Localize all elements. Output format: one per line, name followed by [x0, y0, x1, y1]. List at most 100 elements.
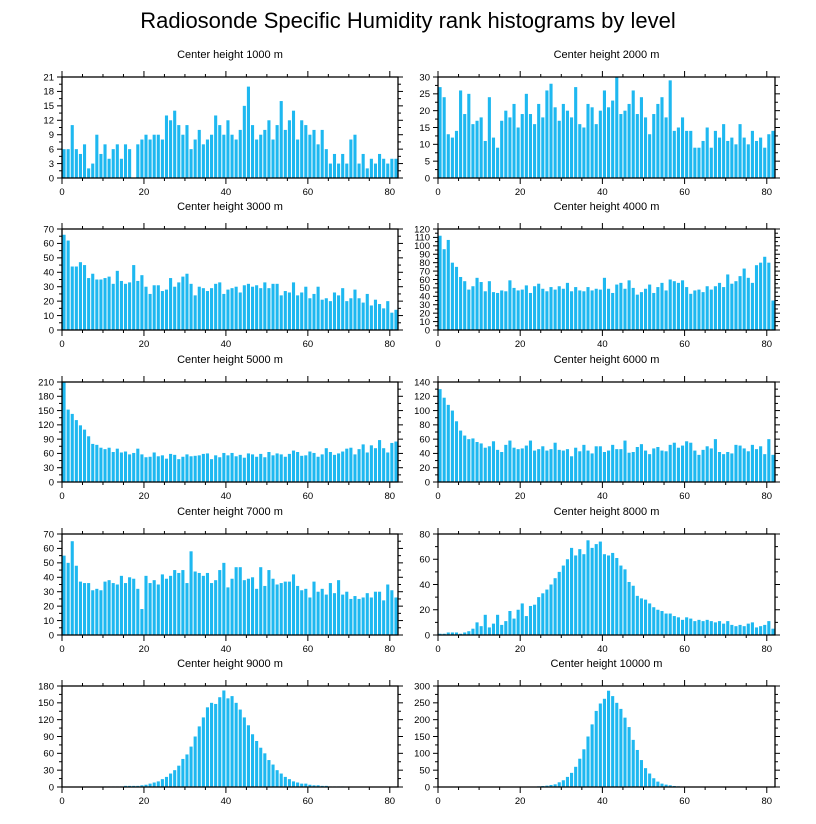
x-tick-label: 40	[597, 796, 608, 807]
bar	[128, 149, 132, 178]
y-tick-label: 10	[419, 140, 430, 151]
bar	[111, 149, 115, 178]
bar	[218, 282, 222, 330]
bar	[185, 583, 189, 635]
bar	[144, 134, 148, 178]
bar	[508, 117, 512, 178]
bar	[471, 438, 475, 482]
bar	[446, 632, 450, 635]
bar	[549, 83, 553, 178]
bar	[664, 784, 668, 787]
bar	[382, 448, 386, 482]
y-tick-label: 0	[49, 630, 54, 641]
y-tick-label: 10	[419, 317, 430, 328]
bar	[82, 429, 87, 482]
bar	[353, 134, 357, 178]
bar	[627, 103, 631, 178]
bar	[722, 623, 726, 635]
bar	[283, 581, 287, 635]
bar	[226, 587, 230, 635]
y-tick-label: 180	[38, 392, 54, 403]
bar	[115, 584, 119, 635]
bar	[442, 97, 446, 178]
bar	[664, 117, 668, 178]
bar	[763, 454, 767, 482]
bar	[148, 783, 152, 787]
y-tick-label: 40	[419, 449, 430, 460]
plot-frame	[437, 533, 776, 636]
bar	[520, 114, 524, 178]
bar	[438, 235, 442, 330]
bar	[656, 447, 660, 482]
bar	[594, 446, 598, 482]
bar	[500, 120, 504, 178]
bar	[701, 449, 705, 482]
bar	[246, 578, 250, 635]
bar	[140, 609, 144, 635]
bar	[328, 583, 332, 635]
bar	[508, 440, 512, 482]
bar	[438, 389, 442, 482]
bar	[726, 274, 730, 330]
bar	[594, 288, 598, 330]
y-tick-label: 20	[43, 296, 54, 307]
bar	[471, 628, 475, 635]
bar	[193, 139, 197, 178]
y-tick-label: 50	[419, 765, 430, 776]
bar	[607, 555, 611, 635]
x-tick-label: 40	[221, 187, 232, 198]
bar	[95, 588, 99, 635]
bar	[222, 293, 226, 330]
bar	[173, 570, 177, 635]
bar	[660, 783, 664, 787]
bar	[320, 129, 324, 178]
bar	[279, 773, 283, 787]
bar	[353, 289, 357, 330]
bar	[656, 103, 660, 178]
bar	[95, 279, 99, 330]
bar	[341, 451, 345, 482]
bar	[750, 130, 754, 178]
bar	[373, 591, 378, 635]
bar	[341, 594, 345, 635]
bar	[697, 454, 701, 482]
bar	[496, 147, 500, 178]
y-tick-label: 50	[43, 558, 54, 569]
panel-title: Center height 7000 m	[177, 506, 283, 518]
x-tick-label: 20	[515, 187, 526, 198]
bar	[750, 282, 754, 330]
bar	[611, 100, 615, 178]
y-tick-label: 140	[414, 377, 430, 388]
bar	[627, 280, 631, 330]
bar	[185, 273, 189, 330]
y-tick-label: 110	[415, 233, 430, 244]
bar	[177, 459, 181, 482]
bar	[378, 591, 382, 635]
bar	[549, 449, 553, 482]
bar	[615, 557, 619, 635]
bar	[475, 120, 479, 178]
bar	[283, 129, 287, 178]
bar	[197, 572, 201, 635]
bar	[767, 439, 771, 482]
bar	[615, 702, 619, 787]
bar	[222, 562, 226, 635]
bar	[680, 117, 685, 178]
bar	[689, 442, 693, 482]
bar	[275, 283, 279, 330]
bar	[287, 453, 291, 482]
bar	[287, 292, 291, 330]
bar	[66, 409, 70, 482]
bar	[193, 571, 197, 635]
bar	[378, 153, 382, 178]
y-tick-label: 40	[43, 573, 54, 584]
bar	[267, 120, 271, 178]
bar	[210, 288, 214, 330]
bar	[82, 265, 87, 330]
bar	[337, 453, 341, 482]
bar	[771, 300, 775, 330]
bar	[74, 420, 78, 482]
x-tick-label: 80	[761, 187, 772, 198]
y-tick-label: 0	[425, 173, 430, 184]
bars	[62, 86, 398, 178]
